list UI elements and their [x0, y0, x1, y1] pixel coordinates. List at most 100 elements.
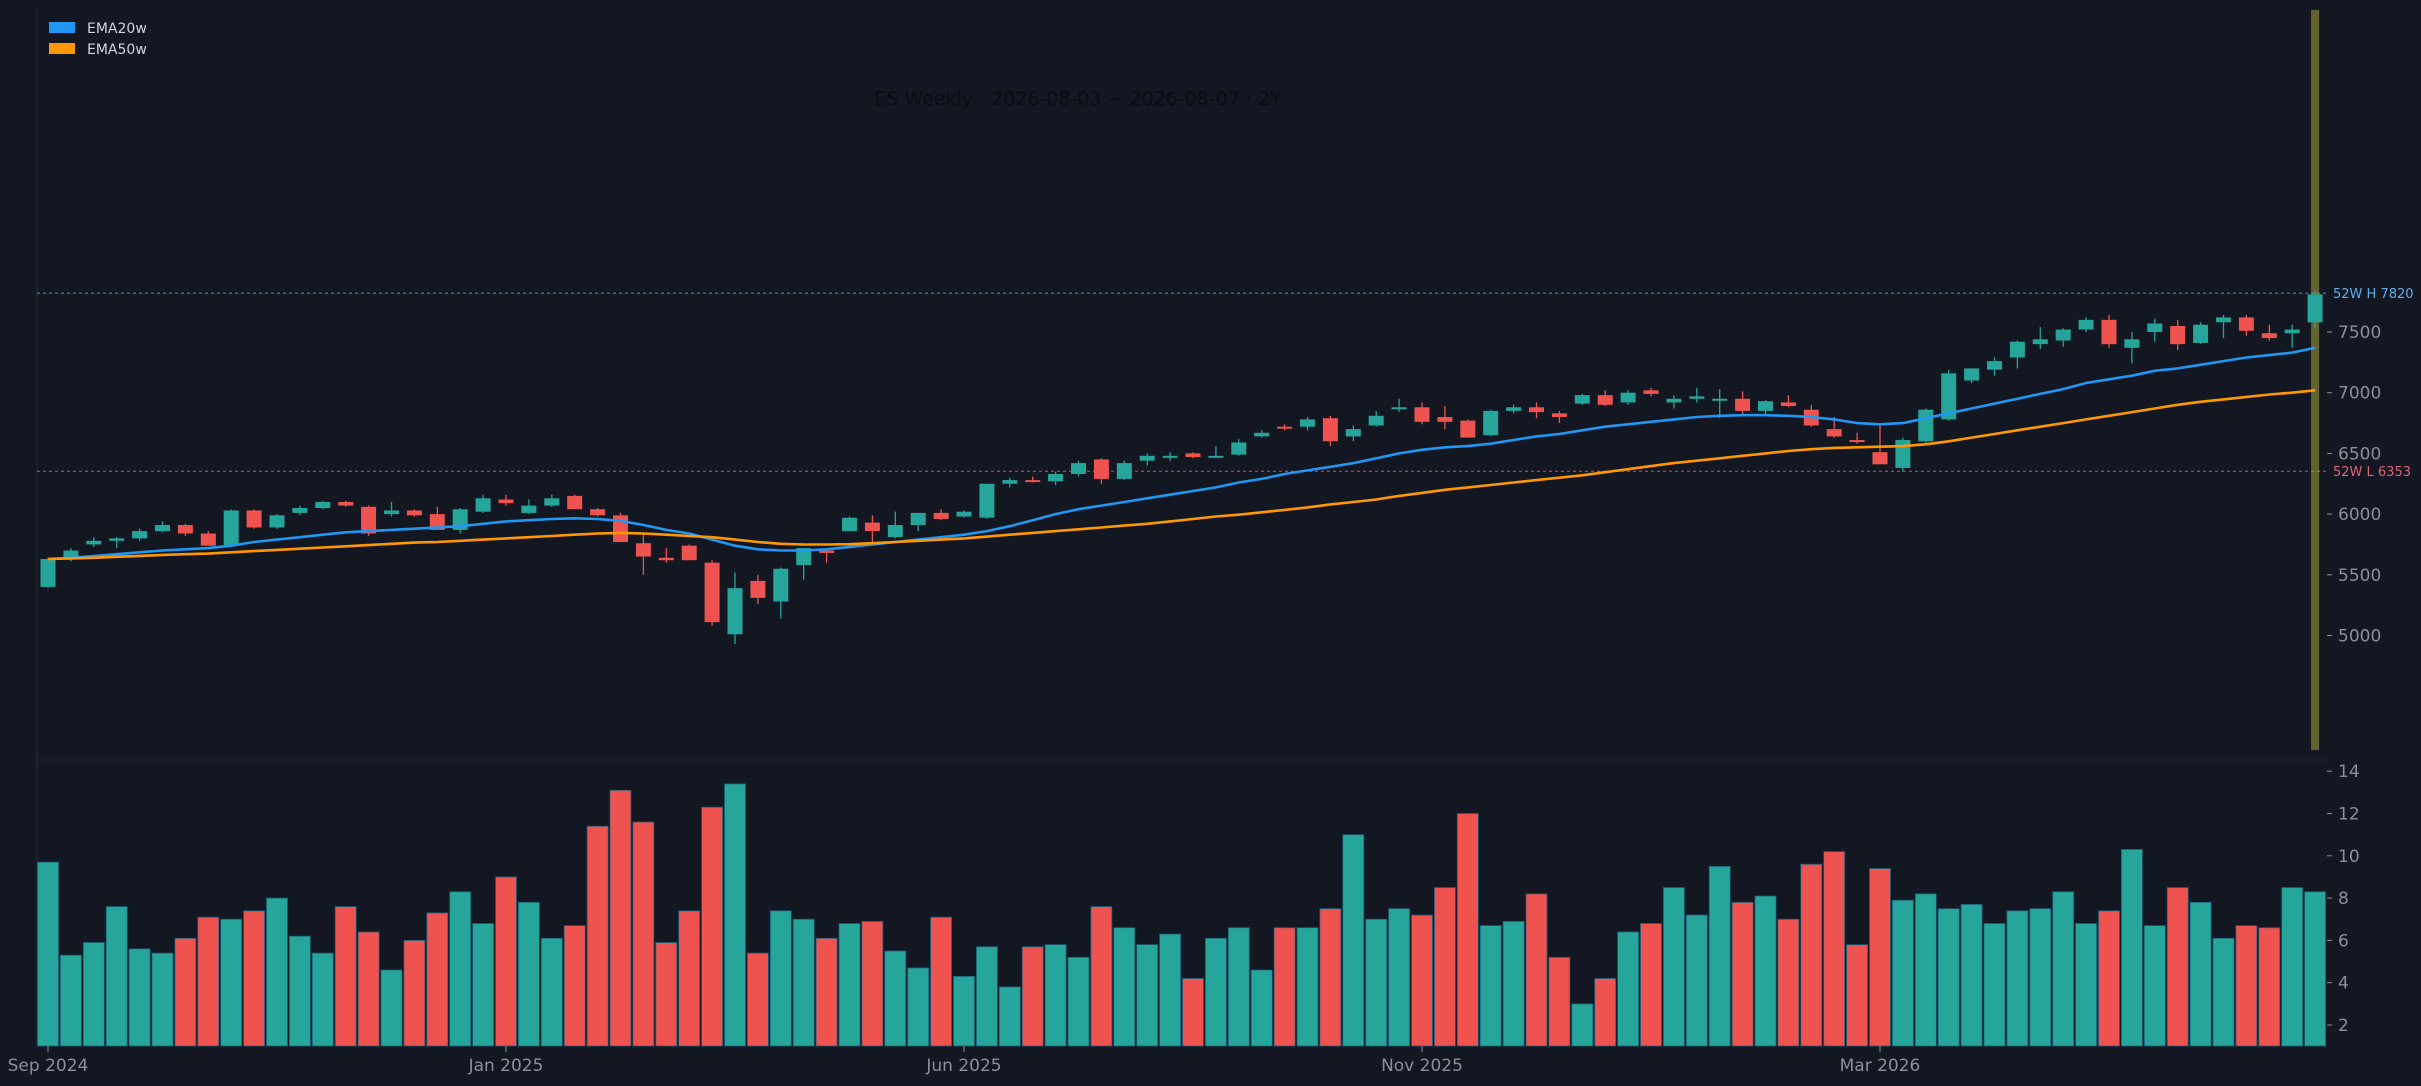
candle-body-59: [1391, 407, 1407, 410]
volume-bar-39: [930, 916, 952, 1047]
candle-body-99: [2307, 294, 2323, 323]
volume-bar-76: [1777, 918, 1800, 1047]
volume-bar-27: [655, 942, 678, 1047]
candle-body-16: [406, 510, 422, 516]
candle-body-63: [1483, 410, 1499, 436]
volume-bar-72: [1685, 914, 1708, 1047]
candle-body-83: [1941, 373, 1957, 420]
volume-bar-1: [60, 954, 82, 1047]
volume-bar-78: [1823, 851, 1846, 1047]
volume-bar-84: [1960, 904, 1983, 1047]
volume-bar-73: [1708, 865, 1731, 1047]
candle-body-17: [429, 514, 445, 530]
candle-body-41: [979, 483, 995, 518]
volume-bar-5: [151, 952, 174, 1047]
volume-bar-67: [1571, 1003, 1594, 1047]
candle-body-40: [956, 511, 972, 517]
candle-body-45: [1071, 463, 1086, 475]
volume-tick-label-2: 6: [2338, 931, 2349, 951]
candle-body-84: [1964, 368, 1980, 381]
ema50-line: [47, 389, 2316, 561]
volume-bar-70: [1640, 923, 1662, 1047]
candle-body-1: [63, 550, 79, 560]
candle-body-94: [2193, 324, 2209, 343]
candle-body-14: [361, 506, 377, 534]
candle-body-60: [1414, 407, 1430, 422]
volume-bar-24: [586, 825, 609, 1047]
volume-bar-16: [403, 940, 426, 1047]
candle-body-39: [933, 512, 949, 519]
volume-bar-6: [174, 937, 197, 1047]
candle-body-65: [1529, 407, 1544, 413]
volume-bar-42: [998, 986, 1021, 1047]
volume-bar-11: [288, 935, 311, 1047]
volume-bar-62: [1456, 813, 1479, 1047]
volume-bar-56: [1319, 908, 1342, 1047]
volume-bar-12: [311, 952, 334, 1047]
volume-bar-28: [678, 910, 701, 1047]
volume-bar-17: [426, 912, 449, 1047]
volume-bar-15: [380, 969, 403, 1047]
volume-bar-68: [1594, 978, 1617, 1047]
price-axis: 5000 5500 6000 6500 7000 7500: [2327, 323, 2381, 647]
volume-bar-44: [1044, 944, 1067, 1047]
candle-body-33: [796, 548, 812, 566]
candle-body-19: [475, 498, 491, 512]
volume-bar-4: [128, 948, 151, 1047]
volume-tick-label-3: 8: [2338, 889, 2349, 909]
x-tick-label-4: Mar 2026: [1840, 1056, 1921, 1076]
volume-bar-34: [815, 937, 838, 1047]
volume-bar-20: [495, 876, 517, 1047]
legend: EMA20w EMA50w: [49, 21, 147, 58]
candle-body-12: [315, 501, 331, 509]
volume-bar-91: [2120, 849, 2143, 1047]
price-tick-label-4: 7000: [2338, 384, 2381, 404]
candle-body-56: [1322, 418, 1338, 442]
candle-body-24: [590, 509, 606, 516]
candle-body-49: [1162, 455, 1178, 458]
volume-tick-label-5: 12: [2338, 805, 2360, 825]
volume-bar-8: [220, 918, 243, 1047]
volume-bar-80: [1869, 868, 1891, 1047]
legend-label-ema50: EMA50w: [87, 42, 147, 58]
latest-bar-highlight: [2311, 10, 2320, 750]
candle-body-86: [2009, 341, 2025, 358]
candle-body-30: [727, 588, 743, 635]
volume-bar-93: [2166, 887, 2189, 1047]
candle-body-10: [269, 515, 285, 528]
candle-body-55: [1300, 419, 1315, 427]
candle-body-44: [1048, 474, 1064, 482]
volume-bar-97: [2258, 927, 2281, 1047]
volume-bar-69: [1617, 931, 1639, 1047]
candle-body-66: [1551, 413, 1567, 417]
candle-body-80: [1872, 452, 1888, 465]
candle-body-57: [1345, 429, 1361, 437]
volume-bar-13: [334, 906, 357, 1047]
volume-bar-14: [357, 931, 380, 1047]
volume-bar-79: [1846, 944, 1868, 1047]
volume-bar-0: [37, 861, 59, 1047]
legend-swatch-ema50: [49, 43, 75, 54]
candlesticks: [40, 290, 2323, 644]
volume-bar-31: [747, 952, 769, 1047]
volume-bar-52: [1227, 927, 1250, 1047]
candle-body-95: [2216, 317, 2231, 323]
candle-body-90: [2101, 319, 2117, 345]
candle-body-48: [1139, 455, 1155, 461]
candle-body-73: [1712, 398, 1728, 401]
candle-body-34: [819, 550, 835, 553]
x-tick-label-1: Jan 2025: [468, 1056, 544, 1076]
x-tick-label-2: Jun 2025: [925, 1056, 1001, 1076]
candle-body-78: [1826, 429, 1842, 437]
candle-body-92: [2147, 323, 2163, 332]
volume-bar-40: [953, 975, 975, 1047]
volume-bar-49: [1159, 933, 1181, 1047]
volume-bar-88: [2052, 891, 2075, 1047]
volume-tick-label-6: 14: [2338, 762, 2360, 782]
volume-bar-86: [2006, 910, 2029, 1047]
candle-body-26: [635, 543, 651, 557]
price-tick-label-3: 6500: [2338, 444, 2381, 464]
ema20-line: [47, 346, 2316, 561]
price-tick-label-2: 6000: [2338, 505, 2381, 525]
